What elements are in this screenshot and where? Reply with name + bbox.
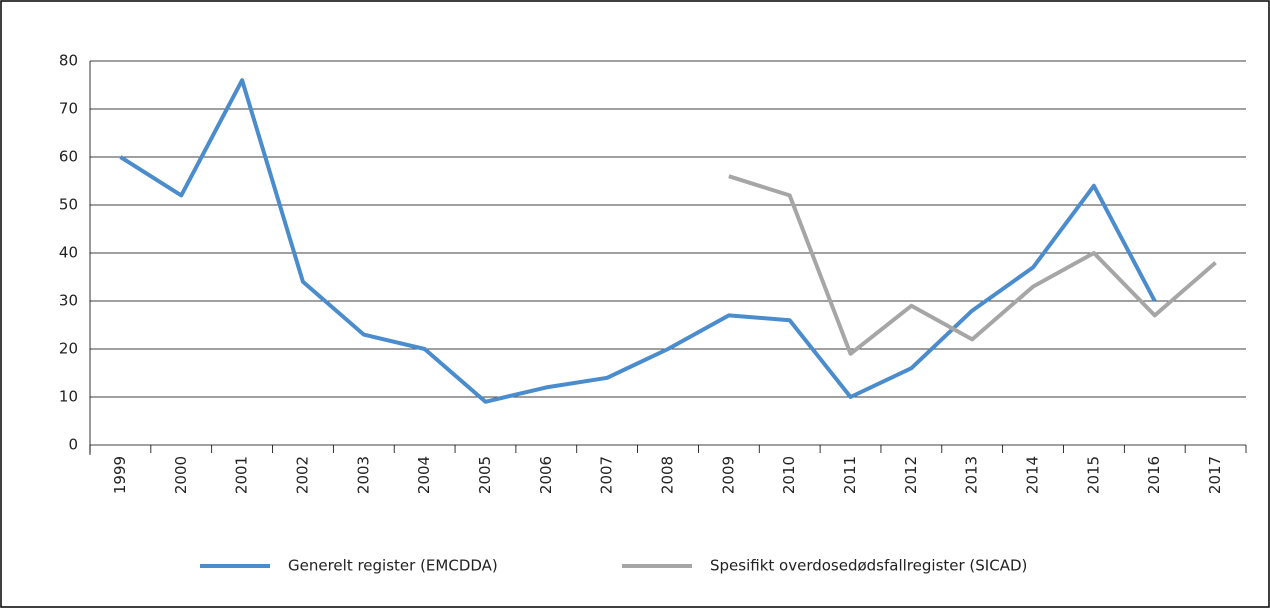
y-tick-label: 80 xyxy=(59,52,78,70)
x-tick-label: 2012 xyxy=(902,456,920,494)
x-tick-label: 2015 xyxy=(1084,456,1102,494)
legend-label: Spesifikt overdosedødsfallregister (SICA… xyxy=(710,557,1027,575)
series-line xyxy=(728,174,1217,356)
x-tick-label: 2011 xyxy=(841,456,859,494)
x-tick-label: 2017 xyxy=(1206,456,1224,494)
x-tick-label: 2007 xyxy=(598,456,616,494)
x-tick-label: 2013 xyxy=(963,456,981,494)
legend-label: Generelt register (EMCDDA) xyxy=(288,557,498,575)
y-tick-label: 60 xyxy=(59,148,78,166)
x-tick-label: 2008 xyxy=(659,456,677,494)
y-tick-label: 30 xyxy=(59,292,78,310)
x-tick-label: 2010 xyxy=(780,456,798,494)
x-tick-label: 2000 xyxy=(172,456,190,494)
y-tick-label: 40 xyxy=(59,244,78,262)
x-tick-label: 2001 xyxy=(233,456,251,494)
x-tick-label: 2016 xyxy=(1145,456,1163,494)
y-tick-label: 0 xyxy=(68,436,78,454)
x-tick-label: 2004 xyxy=(415,456,433,494)
x-tick-label: 2006 xyxy=(537,456,555,494)
y-tick-label: 20 xyxy=(59,340,78,358)
x-tick-label: 1999 xyxy=(111,456,129,494)
x-tick-label: 2009 xyxy=(719,456,737,494)
x-tick-label: 2002 xyxy=(293,456,311,494)
x-tick-label: 2014 xyxy=(1024,456,1042,494)
x-tick-label: 2005 xyxy=(476,456,494,494)
series-line xyxy=(119,78,1157,404)
y-tick-label: 10 xyxy=(59,388,78,406)
x-tick-label: 2003 xyxy=(354,456,372,494)
y-tick-label: 70 xyxy=(59,100,78,118)
y-tick-label: 50 xyxy=(59,196,78,214)
